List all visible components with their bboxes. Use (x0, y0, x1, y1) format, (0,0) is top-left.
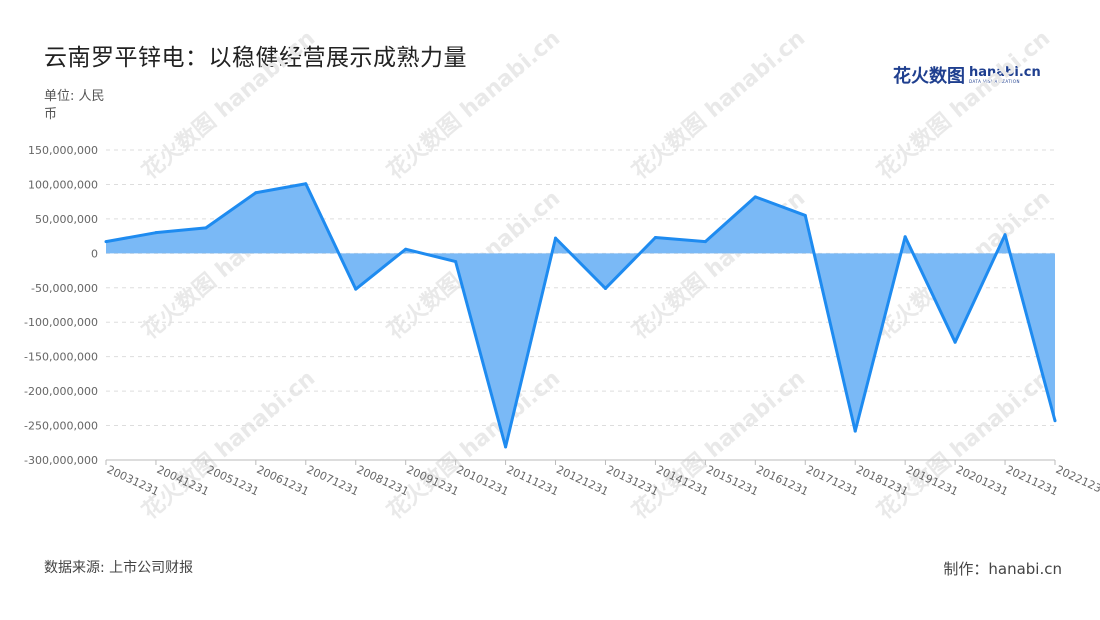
x-tick-label: 20111231 (504, 463, 560, 498)
x-tick-label: 20131231 (604, 463, 660, 498)
x-tick-label: 20161231 (754, 463, 810, 498)
y-tick-label: -50,000,000 (31, 282, 98, 295)
data-point (1003, 233, 1007, 237)
y-tick-label: 0 (91, 247, 98, 260)
logo-cn-text: 花火数图 (893, 66, 965, 87)
maker-label: 制作：hanabi.cn (943, 560, 1062, 578)
x-tick-label: 20031231 (105, 463, 161, 498)
series-area-fill (106, 183, 1055, 447)
x-tick-label: 20071231 (305, 463, 361, 498)
y-tick-label: 150,000,000 (28, 144, 98, 157)
logo-en-block: hanabi.cn DATA VISUALIZATION (969, 66, 1041, 84)
watermark-text: 花火数图 hanabi.cn (382, 365, 565, 524)
y-tick-label: 50,000,000 (35, 213, 98, 226)
data-point (104, 240, 108, 244)
y-axis-ticks: 150,000,000 100,000,000 50,000,000 0 -50,000… (24, 144, 98, 467)
unit-label: 单位: 人民币 (44, 89, 105, 122)
data-point (354, 287, 358, 291)
data-point (554, 236, 558, 240)
data-point (304, 182, 308, 186)
y-tick-label: -100,000,000 (24, 316, 98, 329)
data-point (753, 195, 757, 199)
brand-logo: 花火数图 hanabi.cn DATA VISUALIZATION (893, 62, 1041, 88)
watermark-text: 花火数图 hanabi.cn (137, 365, 320, 524)
watermark-text: 花火数图 hanabi.cn (627, 365, 810, 524)
data-point (653, 235, 657, 239)
watermark-text: 花火数图 hanabi.cn (137, 25, 320, 184)
watermark-text: 花火数图 hanabi.cn (382, 25, 565, 184)
chart-title: 云南罗平锌电：以稳健经营展示成熟力量 (44, 45, 467, 71)
watermark-text: 花火数图 hanabi.cn (627, 25, 810, 184)
y-tick-label: -250,000,000 (24, 420, 98, 433)
data-point (204, 226, 208, 230)
data-point (404, 247, 408, 251)
data-point (853, 429, 857, 433)
data-point (603, 286, 607, 290)
source-label: 数据来源: 上市公司财报 (44, 560, 194, 576)
y-tick-label: -300,000,000 (24, 454, 98, 467)
y-tick-label: 100,000,000 (28, 178, 98, 191)
series-line (105, 182, 1057, 449)
y-tick-label: -150,000,000 (24, 351, 98, 364)
x-tick-label: 20061231 (255, 463, 311, 498)
x-tick-label: 20201231 (954, 463, 1010, 498)
data-point (504, 445, 508, 449)
y-tick-label: -200,000,000 (24, 385, 98, 398)
data-point (703, 240, 707, 244)
data-point (1053, 419, 1057, 423)
data-point (803, 213, 807, 217)
x-tick-label: 20101231 (454, 463, 510, 498)
data-point (953, 340, 957, 344)
x-tick-label: 20051231 (205, 463, 261, 498)
x-tick-label: 20171231 (804, 463, 860, 498)
x-tick-label: 20121231 (554, 463, 610, 498)
x-tick-label: 20211231 (1004, 463, 1060, 498)
watermark-text: 花火数图 hanabi.cn (872, 365, 1055, 524)
data-point (903, 235, 907, 239)
logo-en-text: hanabi.cn (969, 65, 1041, 80)
series-area (104, 182, 1057, 449)
x-tick-label: 20081231 (354, 463, 410, 498)
data-point (254, 191, 258, 195)
watermark-text: 花火数图 hanabi.cn (872, 25, 1055, 184)
logo-tagline: DATA VISUALIZATION (969, 79, 1021, 84)
data-point (154, 231, 158, 235)
x-tick-label: 20221231 (1054, 463, 1100, 498)
data-point (454, 260, 458, 264)
x-tick-label: 20151231 (704, 463, 760, 498)
